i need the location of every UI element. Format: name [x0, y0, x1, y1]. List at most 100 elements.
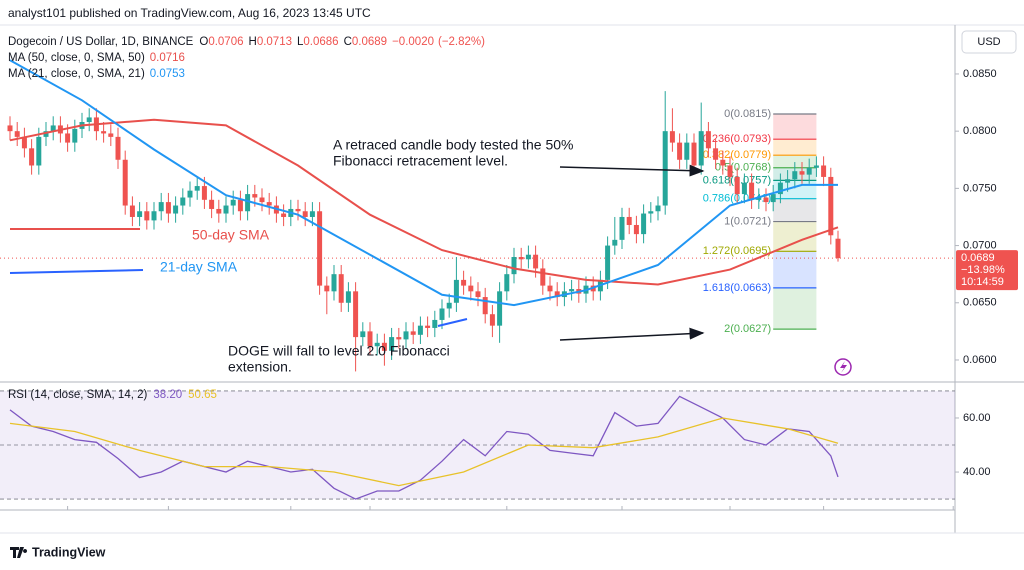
indicator-legend: MA (21, close, 0, SMA, 21) 0.0753	[8, 68, 185, 80]
candle-body	[648, 211, 654, 214]
currency-button[interactable]: USD	[961, 30, 1017, 54]
candle-body	[302, 211, 308, 217]
fib-level-label: 0.382(0.0779)	[703, 149, 772, 161]
currency-label[interactable]: USD	[977, 36, 1000, 48]
candle-body	[489, 314, 495, 326]
candle-body	[151, 211, 157, 221]
candle-body	[655, 205, 661, 212]
fib-band	[773, 139, 817, 156]
candle-body	[569, 289, 575, 292]
candle-body	[266, 202, 272, 206]
candle-body	[403, 331, 409, 340]
ohlc-value: 0.0689	[352, 36, 387, 48]
annotation: A retraced candle body tested the 50%	[333, 137, 574, 153]
candle-body	[446, 302, 452, 309]
candle-body	[504, 274, 510, 292]
ohlc-letter: H	[249, 36, 257, 48]
candle-body	[7, 125, 13, 132]
candle-body	[691, 142, 697, 166]
fib-band	[773, 198, 817, 222]
candle-body	[633, 224, 639, 235]
candle-body	[381, 342, 387, 351]
candle-body	[230, 199, 236, 206]
candle-body	[475, 291, 481, 298]
candle-body	[216, 208, 222, 214]
badge-change: −13.98%	[961, 264, 1005, 276]
fib-level-label: 0(0.0815)	[724, 108, 771, 120]
candle-body	[14, 131, 20, 137]
indicator-value: 0.0753	[150, 68, 185, 80]
last-price-label: 0.0689	[961, 252, 995, 264]
y-tick-label: 0.0650	[963, 297, 997, 309]
fib-level-label: 2(0.0627)	[724, 323, 771, 335]
candle-body	[410, 331, 416, 335]
candle-body	[137, 211, 143, 217]
candle-body	[367, 331, 373, 347]
candle-body	[821, 165, 827, 177]
candle-body	[187, 190, 193, 198]
candle-body	[29, 148, 35, 166]
candle-body	[360, 331, 366, 338]
alert-icon[interactable]	[834, 358, 852, 376]
candle-body	[756, 197, 762, 200]
line-label: 50-day SMA	[192, 227, 270, 243]
fib-level-label: 1.618(0.0663)	[703, 282, 772, 294]
candle-body	[295, 208, 301, 212]
candle-body	[605, 245, 611, 280]
ohlc-letter: O	[199, 36, 208, 48]
candle-body	[65, 133, 71, 143]
rsi-line	[9, 417, 839, 487]
annotation: DOGE will fall to level 2.0 Fibonacci	[228, 343, 450, 359]
ohlc-value: 0.0706	[208, 36, 243, 48]
candle-body	[173, 205, 179, 214]
candle-body	[734, 176, 740, 195]
candle-body	[698, 131, 704, 166]
candle-body	[331, 274, 337, 292]
candle-body	[21, 136, 27, 149]
candle-body	[50, 125, 56, 132]
candle-body	[540, 268, 546, 286]
logo-icon	[10, 547, 28, 558]
fib-band	[773, 114, 817, 140]
candle-body	[453, 279, 459, 303]
candle-body	[223, 205, 229, 214]
candle-body	[165, 202, 171, 214]
candle-body	[547, 285, 553, 292]
candle-body	[374, 342, 380, 347]
fib-level-label: 0.236(0.0793)	[703, 133, 772, 145]
moving-average-line	[9, 59, 838, 307]
candle-body	[677, 142, 683, 160]
candle-body	[662, 131, 668, 206]
indicator-value: 0.0716	[150, 52, 185, 64]
candle-body	[129, 205, 135, 217]
drawn-blue-segment	[437, 318, 468, 327]
fib-band	[773, 251, 817, 288]
candle-body	[720, 159, 726, 166]
candle-body	[777, 182, 783, 195]
badge-countdown: 10:14:59	[961, 276, 1004, 288]
candle-body	[345, 291, 351, 303]
candle-body	[554, 291, 560, 298]
indicator-name: MA (21, close, 0, SMA, 21)	[8, 68, 145, 80]
currency-button-box[interactable]	[961, 30, 1017, 54]
candle-body	[86, 117, 92, 123]
candle-body	[425, 325, 431, 328]
candle-body	[309, 211, 315, 217]
candle-body	[641, 213, 647, 235]
candle-body	[684, 142, 690, 160]
rsi-line	[9, 395, 839, 500]
change-value: −0.0020	[392, 36, 434, 48]
candle-body	[209, 199, 215, 209]
candle-body	[439, 308, 445, 320]
candle-body	[237, 199, 243, 212]
candle-body	[72, 128, 78, 143]
candle-body	[612, 239, 618, 246]
logo: TradingView	[10, 545, 106, 559]
ohlc-letter: C	[344, 36, 352, 48]
logo-text: TradingView	[32, 545, 106, 559]
candle-body	[461, 279, 467, 286]
candle-body	[115, 136, 121, 160]
arrow	[559, 327, 705, 341]
